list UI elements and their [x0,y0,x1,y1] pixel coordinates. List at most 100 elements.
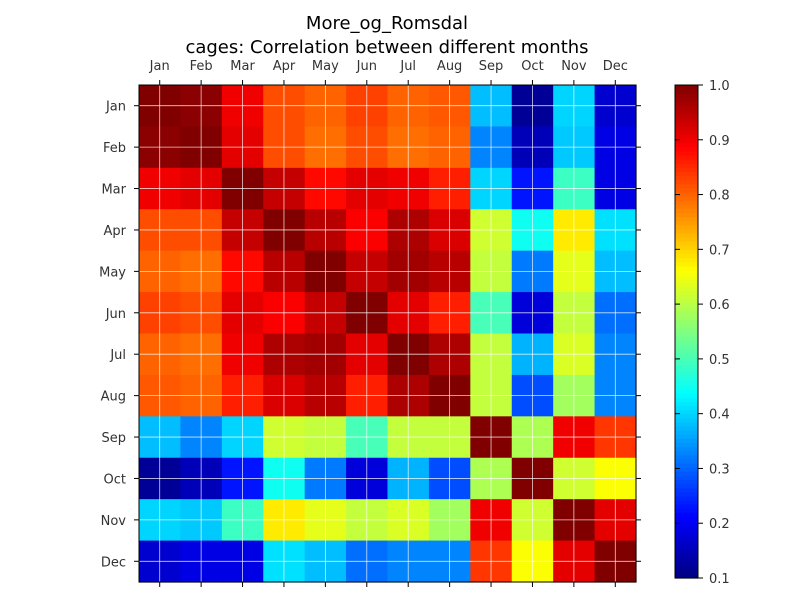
colorbar-segment [675,413,698,419]
colorbar-segment [675,97,698,103]
colorbar-segment [675,520,698,526]
colorbar-segment [675,421,698,427]
y-tick-label-sep: Sep [101,431,126,446]
colorbar-segment [675,138,698,144]
colorbar-segment [675,302,698,308]
x-tick-label-aug: Aug [437,59,462,74]
colorbar-segment [675,372,698,378]
colorbar-segment [675,101,698,107]
colorbar-segment [675,89,698,94]
colorbar-segment [675,335,698,341]
colorbar-segment [675,467,698,472]
colorbar-segment [675,93,698,98]
colorbar-segment [675,158,698,164]
colorbar-segment [675,237,698,242]
colorbar-segment [675,126,698,131]
colorbar-segment [675,376,698,382]
colorbar-segment [675,471,698,476]
colorbar-segment [675,360,698,365]
colorbar-segment [675,121,698,127]
colorbar-tick-label: 0.1 [709,572,730,587]
colorbar-segment [675,462,698,468]
colorbar-segment [675,356,698,361]
colorbar-segment [675,536,698,542]
colorbar-segment [675,389,698,394]
colorbar-segment [675,146,698,152]
colorbar-segment [675,380,698,386]
x-tick-label-jan: Jan [149,59,170,74]
colorbar-segment [675,434,698,439]
colorbar-segment [675,573,698,579]
y-tick-label-jul: Jul [109,348,126,363]
chart-subtitle: cages: Correlation between different mon… [185,37,588,58]
colorbar-segment [675,499,698,505]
colorbar-segment [675,569,698,575]
colorbar-segment [675,565,698,571]
colorbar-segment [675,331,698,337]
colorbar-segment [675,545,698,550]
plot-frame [138,84,637,583]
colorbar-segment [675,446,698,452]
colorbar-tick-label: 0.4 [709,408,730,423]
colorbar-segment [675,241,698,246]
colorbar-segment [675,245,698,250]
y-tick-label-nov: Nov [101,514,127,529]
heatmap-grid [139,85,636,582]
colorbar-segment [675,323,698,328]
colorbar-segment [675,368,698,374]
colorbar-segment [675,113,698,119]
colorbar-segment [675,134,698,140]
colorbar-segment [675,265,698,271]
y-tick-label-aug: Aug [101,390,126,405]
colorbar-segment [675,298,698,304]
colorbar-segment [675,167,698,172]
colorbar-segment [675,273,698,279]
y-tick-label-dec: Dec [101,555,126,570]
colorbar-segment [675,528,698,534]
colorbar-segment [675,491,698,497]
colorbar-segment [675,417,698,423]
colorbar-segment [675,216,698,222]
x-tick-label-dec: Dec [603,59,628,74]
colorbar-segment [675,339,698,345]
colorbar-segment [675,397,698,402]
colorbar-segment [675,286,698,292]
colorbar-segment [675,512,698,517]
colorbar-tick-label: 0.7 [709,243,730,258]
colorbar-tick-label: 0.2 [709,517,730,532]
y-tick-label-jun: Jun [105,307,126,322]
colorbar-frame [674,84,699,579]
colorbar-segment [675,175,698,181]
colorbar-segment [675,347,698,353]
colorbar-segment [675,228,698,234]
axis-ticks [134,80,641,587]
colorbar-segment [675,454,698,460]
colorbar-segment [675,327,698,333]
colorbar-segment [675,557,698,563]
colorbar-segment [675,561,698,567]
colorbar-segment [675,294,698,300]
colorbar-segment [675,504,698,509]
colorbar-segment [675,483,698,489]
colorbar-segment [675,117,698,123]
x-tick-label-mar: Mar [230,59,255,74]
colorbar-segment [675,290,698,296]
colorbar-segment [675,364,698,370]
colorbar-segment [675,425,698,431]
y-axis-tick-labels: Jan Feb Mar Apr May Jun Jul Aug Sep Oct Nov Dec [99,100,127,571]
colorbar-segment [675,191,698,197]
colorbar-segment [675,458,698,464]
colorbar-segment [675,516,698,522]
colorbar-segment [675,409,698,415]
heatmap-cells [139,85,637,583]
colorbar-segment [675,179,698,185]
colorbar-segment [675,401,698,407]
y-tick-label-oct: Oct [104,472,126,487]
colorbar-segment [675,315,698,320]
colorbar-segment [675,405,698,411]
colorbar-segment [675,109,698,115]
colorbar-segment [675,508,698,513]
colorbar-segment [675,163,698,168]
colorbar-segment [675,171,698,176]
